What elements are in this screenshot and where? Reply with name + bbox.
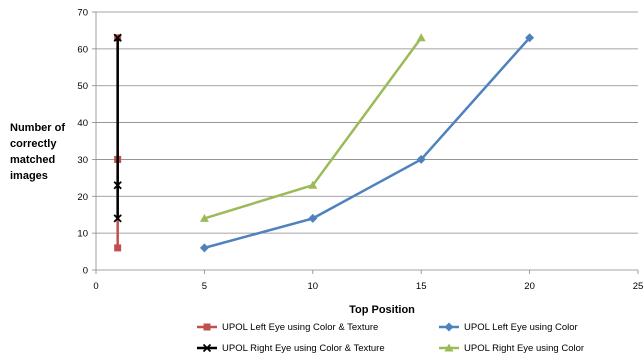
legend: UPOL Left Eye using Color & Texture UPOL … <box>197 322 584 354</box>
series-layer <box>113 33 535 253</box>
series-3 <box>199 33 426 222</box>
series-2-point-0 <box>113 214 122 223</box>
series-2-point-1-stroke-b <box>113 181 122 190</box>
series-2-point-0-stroke-b <box>113 214 122 223</box>
legend-swatch-marker-1 <box>444 322 454 332</box>
axes <box>95 12 638 271</box>
legend-swatch-marker-2-stroke-b <box>202 343 212 353</box>
series-1-point-1 <box>308 213 318 223</box>
series-2-point-1 <box>113 181 122 190</box>
legend-item-0: UPOL Left Eye using Color & Texture <box>197 322 378 333</box>
series-1 <box>199 33 535 253</box>
legend-item-3: UPOL Right Eye using Color <box>439 343 584 354</box>
y-axis-ticks: 0 10 20 30 40 50 60 70 <box>77 8 96 277</box>
y-tick-label-60: 60 <box>77 44 88 55</box>
y-tick-label-70: 70 <box>77 8 88 19</box>
legend-swatch-marker-3 <box>444 343 454 352</box>
series-3-line <box>204 37 423 220</box>
legend-label-0: UPOL Left Eye using Color & Texture <box>222 322 378 333</box>
series-3-point-1 <box>308 180 318 189</box>
series-2-point-2-stroke-b <box>113 33 122 42</box>
series-2 <box>113 33 122 223</box>
y-tick-label-20: 20 <box>77 192 88 203</box>
y-axis-title-line: matched <box>10 154 55 166</box>
y-axis-title-line: correctly <box>10 138 57 150</box>
series-1-point-3 <box>525 33 535 43</box>
legend-label-2: UPOL Right Eye using Color & Texture <box>222 343 385 354</box>
x-axis-title: Top Position <box>349 304 415 316</box>
series-1-point-0 <box>199 243 209 253</box>
y-axis-title: Number of correctly matched images <box>10 122 65 182</box>
y-tick-label-10: 10 <box>77 229 88 240</box>
legend-label-1: UPOL Left Eye using Color <box>464 322 578 333</box>
x-axis-ticks: 0 5 10 15 20 25 <box>93 270 643 292</box>
gridlines <box>96 11 638 234</box>
y-axis-title-line: images <box>10 170 48 182</box>
legend-swatch-marker-2 <box>202 343 212 353</box>
x-tick-label-0: 0 <box>93 281 98 292</box>
y-tick-label-40: 40 <box>77 118 88 129</box>
x-tick-label-25: 25 <box>633 281 643 292</box>
legend-label-3: UPOL Right Eye using Color <box>464 343 584 354</box>
x-tick-label-10: 10 <box>308 281 319 292</box>
legend-swatch-marker-0 <box>203 323 211 331</box>
series-3-point-0 <box>199 213 209 222</box>
series-1-line <box>204 36 531 250</box>
x-tick-label-15: 15 <box>416 281 427 292</box>
legend-item-1: UPOL Left Eye using Color <box>439 322 578 333</box>
y-tick-label-30: 30 <box>77 155 88 166</box>
series-0-point-0 <box>114 244 122 252</box>
series-3-point-2 <box>416 33 426 42</box>
y-axis-title-line: Number of <box>10 122 65 134</box>
x-tick-label-20: 20 <box>524 281 535 292</box>
series-2-point-2 <box>113 33 122 42</box>
y-tick-label-50: 50 <box>77 81 88 92</box>
series-1-point-2 <box>416 154 426 164</box>
legend-item-2: UPOL Right Eye using Color & Texture <box>197 343 385 354</box>
y-tick-label-0: 0 <box>83 266 88 277</box>
x-tick-label-5: 5 <box>202 281 207 292</box>
